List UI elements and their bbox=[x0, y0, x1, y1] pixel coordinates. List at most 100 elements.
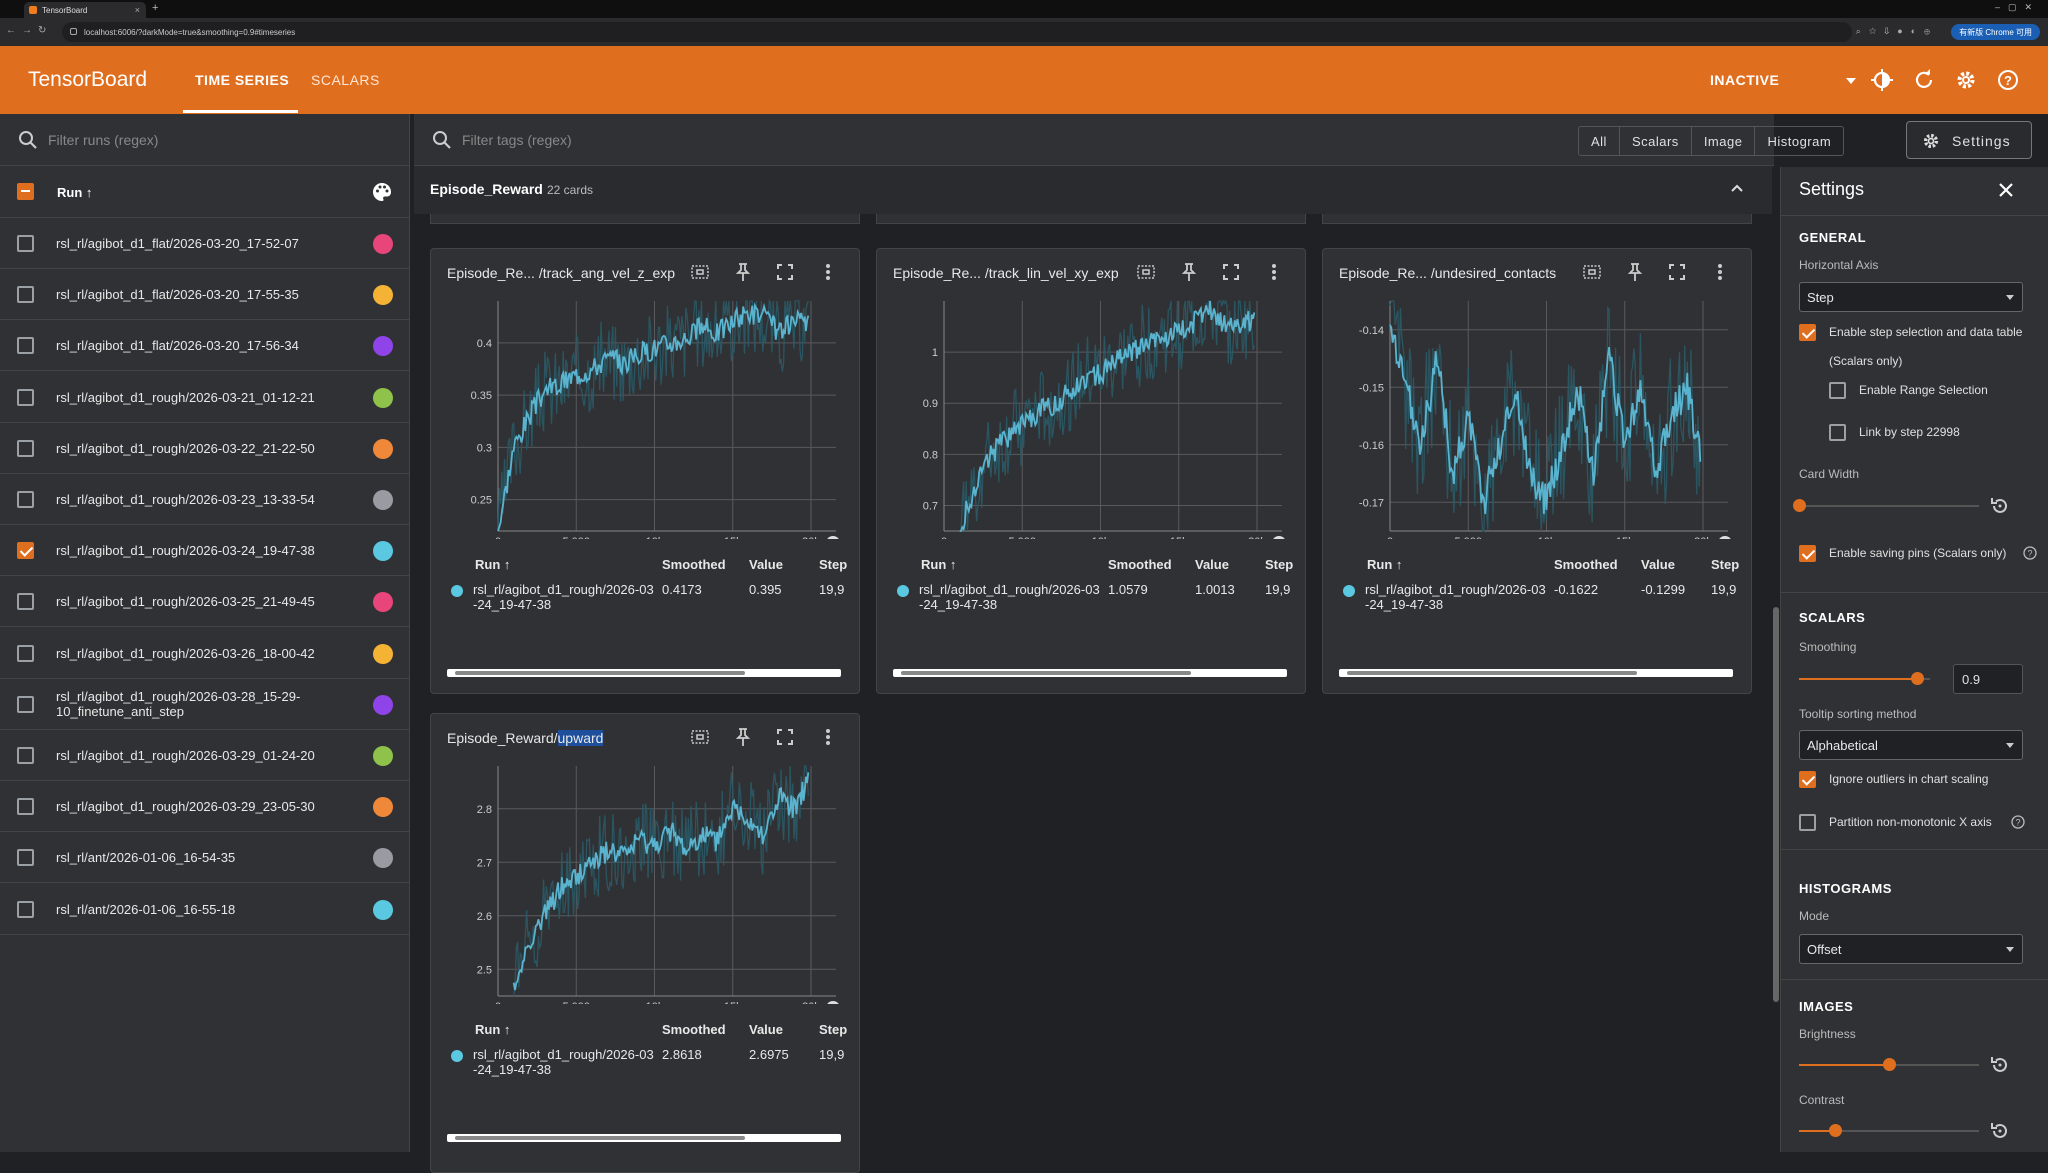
reset-icon[interactable] bbox=[1989, 1120, 2011, 1142]
smoothing-slider[interactable] bbox=[1799, 672, 1930, 685]
more-vert-icon[interactable] bbox=[1263, 261, 1285, 283]
settings-toggle-button[interactable]: Settings bbox=[1906, 121, 2032, 159]
scrollbar-thumb[interactable] bbox=[455, 671, 745, 675]
theme-toggle-icon[interactable] bbox=[1870, 68, 1894, 92]
horizontal-axis-select[interactable]: Step bbox=[1799, 282, 2023, 312]
run-row[interactable]: rsl_rl/agibot_d1_flat/2026-03-20_17-56-3… bbox=[0, 320, 410, 372]
fit-domain-icon[interactable] bbox=[689, 261, 711, 283]
run-color-swatch[interactable] bbox=[373, 387, 393, 408]
run-row[interactable]: rsl_rl/agibot_d1_flat/2026-03-20_17-52-0… bbox=[0, 218, 410, 269]
card-width-slider[interactable] bbox=[1793, 499, 1979, 512]
more-vert-icon[interactable] bbox=[1709, 261, 1731, 283]
palette-icon[interactable] bbox=[372, 182, 392, 202]
run-checkbox[interactable] bbox=[17, 849, 34, 867]
close-icon[interactable] bbox=[1997, 181, 2015, 199]
run-checkbox[interactable] bbox=[17, 747, 34, 764]
new-tab-icon[interactable]: + bbox=[152, 2, 159, 14]
pin-icon[interactable] bbox=[1624, 261, 1646, 283]
run-checkbox[interactable] bbox=[17, 439, 34, 457]
run-color-swatch[interactable] bbox=[373, 797, 393, 818]
site-info-icon[interactable] bbox=[70, 28, 77, 35]
browser-tab[interactable]: TensorBoard × bbox=[24, 2, 146, 18]
run-row[interactable]: rsl_rl/agibot_d1_rough/2026-03-29_23-05-… bbox=[0, 781, 410, 833]
close-tab-icon[interactable]: × bbox=[134, 5, 140, 15]
run-color-swatch[interactable] bbox=[373, 592, 393, 613]
table-scrollbar[interactable] bbox=[893, 669, 1287, 677]
step-marker-icon[interactable] bbox=[1272, 536, 1286, 539]
partition-checkbox[interactable] bbox=[1799, 814, 1816, 831]
run-row[interactable]: rsl_rl/agibot_d1_rough/2026-03-28_15-29-… bbox=[0, 679, 410, 730]
run-row[interactable]: rsl_rl/agibot_d1_rough/2026-03-26_18-00-… bbox=[0, 628, 410, 679]
run-checkbox[interactable] bbox=[17, 900, 34, 918]
run-checkbox[interactable] bbox=[17, 593, 34, 611]
scrollbar-thumb[interactable] bbox=[1773, 607, 1779, 1002]
run-checkbox[interactable] bbox=[17, 644, 34, 662]
runs-filter-input[interactable]: Filter runs (regex) bbox=[48, 132, 159, 148]
run-checkbox[interactable] bbox=[17, 235, 34, 252]
line-chart[interactable]: 0 5,000 10k 15k 20k 0.7 0.8 0.9 1 bbox=[887, 289, 1297, 539]
table-header-cell[interactable]: Run ↑ bbox=[475, 1022, 511, 1037]
step-marker-icon[interactable] bbox=[826, 536, 840, 539]
run-color-swatch[interactable] bbox=[373, 336, 393, 357]
chevron-down-icon[interactable] bbox=[1846, 78, 1856, 84]
pin-icon[interactable] bbox=[732, 726, 754, 748]
line-chart[interactable]: 0 5,000 10k 15k 20k 0.25 0.3 0.35 0.4 bbox=[441, 289, 851, 539]
filter-all-button[interactable]: All bbox=[1579, 127, 1620, 155]
runs-filter[interactable]: Filter runs (regex) bbox=[0, 114, 410, 166]
run-color-swatch[interactable] bbox=[373, 490, 393, 510]
run-row[interactable]: rsl_rl/ant/2026-01-06_16-54-35 bbox=[0, 832, 410, 884]
reload-icon[interactable] bbox=[1912, 68, 1936, 92]
run-color-swatch[interactable] bbox=[373, 541, 393, 562]
more-vert-icon[interactable] bbox=[817, 726, 839, 748]
table-header-cell[interactable]: Run ↑ bbox=[475, 557, 511, 572]
fullscreen-icon[interactable] bbox=[1666, 261, 1688, 283]
fit-domain-icon[interactable] bbox=[689, 726, 711, 748]
run-color-swatch[interactable] bbox=[373, 438, 393, 459]
table-scrollbar[interactable] bbox=[1339, 669, 1733, 677]
run-row[interactable]: rsl_rl/agibot_d1_rough/2026-03-29_01-24-… bbox=[0, 730, 410, 781]
slider-knob[interactable] bbox=[1793, 499, 1806, 512]
chevron-up-icon[interactable] bbox=[1730, 182, 1744, 196]
run-color-swatch[interactable] bbox=[373, 285, 393, 306]
run-color-swatch[interactable] bbox=[373, 234, 393, 254]
run-row[interactable]: rsl_rl/agibot_d1_rough/2026-03-25_21-49-… bbox=[0, 576, 410, 628]
enable-step-selection-checkbox[interactable] bbox=[1799, 324, 1816, 341]
table-header-cell[interactable]: Run ↑ bbox=[921, 557, 957, 572]
run-checkbox[interactable] bbox=[17, 542, 34, 560]
run-checkbox[interactable] bbox=[17, 388, 34, 406]
link-by-step-checkbox[interactable] bbox=[1829, 424, 1846, 441]
run-checkbox[interactable] bbox=[17, 798, 34, 816]
help-icon[interactable]: ? bbox=[1996, 68, 2020, 92]
tag-filter-input[interactable]: Filter tags (regex) bbox=[462, 132, 572, 148]
scrollbar-thumb[interactable] bbox=[901, 671, 1191, 675]
fullscreen-icon[interactable] bbox=[1220, 261, 1242, 283]
line-chart[interactable]: 0 5,000 10k 15k 20k -0.14 -0.15 -0.16 -0.17 bbox=[1333, 289, 1743, 539]
run-color-swatch[interactable] bbox=[373, 746, 393, 766]
filter-histogram-button[interactable]: Histogram bbox=[1767, 134, 1832, 149]
reset-icon[interactable] bbox=[1989, 495, 2011, 517]
smoothing-input[interactable]: 0.9 bbox=[1953, 664, 2023, 694]
run-checkbox[interactable] bbox=[17, 286, 34, 304]
run-color-swatch[interactable] bbox=[373, 694, 393, 715]
chrome-update-button[interactable]: 有新版 Chrome 可用 bbox=[1951, 24, 2040, 40]
tooltip-sorting-select[interactable]: Alphabetical bbox=[1799, 730, 2023, 760]
table-header-cell[interactable]: Run ↑ bbox=[1367, 557, 1403, 572]
scrollbar-thumb[interactable] bbox=[1347, 671, 1637, 675]
browser-nav-buttons[interactable]: ←→↻ bbox=[6, 25, 53, 36]
run-checkbox[interactable] bbox=[17, 491, 34, 508]
pin-icon[interactable] bbox=[1178, 261, 1200, 283]
help-icon[interactable]: ? bbox=[2011, 815, 2025, 829]
tab-time-series[interactable]: TIME SERIES bbox=[195, 72, 290, 88]
ignore-outliers-checkbox[interactable] bbox=[1799, 771, 1816, 788]
gear-icon[interactable] bbox=[1954, 68, 1978, 92]
filter-image-button[interactable]: Image bbox=[1692, 127, 1756, 155]
run-row[interactable]: rsl_rl/agibot_d1_flat/2026-03-20_17-55-3… bbox=[0, 269, 410, 321]
tab-scalars[interactable]: SCALARS bbox=[311, 72, 380, 88]
run-checkbox[interactable] bbox=[17, 337, 34, 355]
run-color-swatch[interactable] bbox=[373, 899, 393, 920]
step-marker-icon[interactable] bbox=[1718, 536, 1732, 539]
plugin-status-dropdown[interactable]: INACTIVE bbox=[1710, 72, 1780, 88]
run-row[interactable]: rsl_rl/agibot_d1_rough/2026-03-23_13-33-… bbox=[0, 474, 410, 525]
table-scrollbar[interactable] bbox=[447, 669, 841, 677]
pin-icon[interactable] bbox=[732, 261, 754, 283]
